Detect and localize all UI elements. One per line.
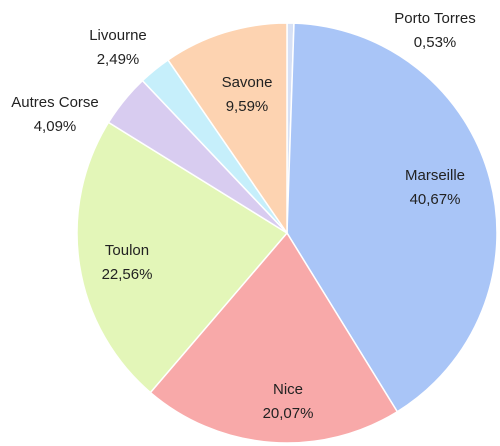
- slice-name: Marseille: [405, 167, 465, 184]
- slice-name: Livourne: [89, 27, 147, 44]
- pie-slice: [76, 121, 289, 394]
- slice-value-label: 22,56%: [102, 266, 153, 283]
- slice-name: Savone: [222, 74, 273, 91]
- slice-value-label: 4,09%: [34, 118, 77, 135]
- slice-value-label: 9,59%: [226, 98, 269, 115]
- slice-name: Nice: [273, 381, 303, 398]
- pie-slice: [286, 22, 498, 413]
- slice-value-label: 40,67%: [410, 191, 461, 208]
- pie-slice: [149, 231, 399, 444]
- slice-name: Autres Corse: [11, 94, 99, 111]
- slice-value-label: 20,07%: [263, 405, 314, 422]
- slice-name: Porto Torres: [394, 10, 475, 27]
- slices: [76, 22, 498, 444]
- slice-name: Toulon: [105, 242, 149, 259]
- slice-value-label: 0,53%: [414, 34, 457, 51]
- pie-slice: [166, 22, 288, 236]
- slice-value-label: 2,49%: [97, 51, 140, 68]
